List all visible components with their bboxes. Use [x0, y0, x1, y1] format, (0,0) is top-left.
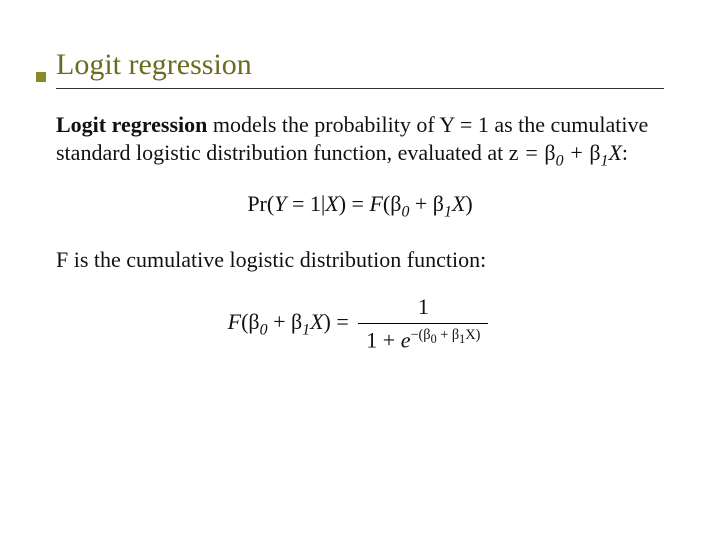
eq2-F: F [228, 309, 241, 334]
eq2-equals: = [336, 309, 354, 334]
eq2-denominator: 1 + e−(β0 + β1X) [358, 324, 488, 354]
slide: Logit regression Logit regression models… [0, 0, 720, 540]
slide-body: Logit regression models the probability … [56, 111, 664, 354]
eq1-pr: Pr [247, 191, 267, 216]
eq2-fraction: 1 1 + e−(β0 + β1X) [358, 293, 488, 355]
p1-inline-equation: z = β0 + β1X [509, 140, 622, 165]
accent-square-icon [36, 72, 46, 82]
paragraph-1: Logit regression models the probability … [56, 111, 664, 172]
paragraph-2: F is the cumulative logistic distributio… [56, 246, 664, 274]
title-rule [56, 88, 664, 89]
eq1-equals: = [352, 191, 370, 216]
equation-2: F(β0 + β1X) = 1 1 + e−(β0 + β1X) [56, 293, 664, 355]
slide-title: Logit regression [56, 48, 664, 82]
eq2-numerator: 1 [358, 293, 488, 324]
equation-1: Pr(Y = 1|X) = F(β0 + β1X) [56, 190, 664, 223]
p1-text-b: : [622, 140, 628, 165]
eq1-F: F [369, 191, 382, 216]
p1-bold: Logit regression [56, 112, 207, 137]
